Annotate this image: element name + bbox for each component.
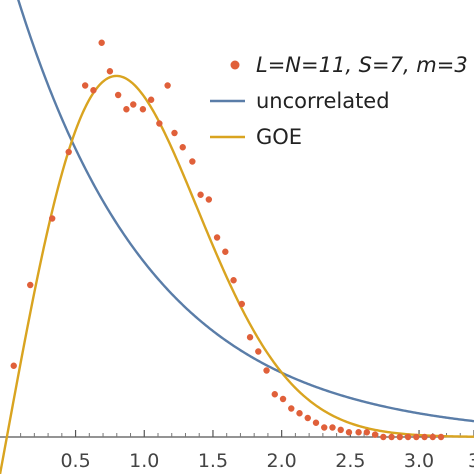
data-point	[114, 91, 122, 99]
data-point	[304, 414, 311, 422]
data-point	[288, 405, 295, 412]
legend-label-uncorrelated: uncorrelated	[256, 89, 390, 113]
data-point	[27, 281, 34, 289]
x-ticks: 0.5 1.0 1.5 2.0 2.5 3.0 3	[20, 430, 474, 472]
series-line-goe	[0, 74, 474, 474]
data-point	[123, 106, 130, 113]
data-point	[437, 433, 445, 441]
data-point	[171, 129, 178, 137]
legend-label-data: L=N=11, S=7, m=3	[256, 53, 468, 77]
data-point	[255, 348, 262, 355]
data-point	[321, 424, 328, 431]
data-point	[81, 82, 89, 89]
data-point	[238, 300, 246, 308]
data-point	[421, 433, 428, 441]
data-point	[371, 431, 379, 438]
x-tick-label: 1.5	[198, 450, 228, 472]
legend: L=N=11, S=7, m=3 uncorrelated GOE	[210, 53, 468, 149]
data-point	[345, 429, 353, 436]
legend-label-goe: GOE	[256, 125, 302, 149]
series-line-uncorrelated	[17, 0, 474, 423]
x-tick-label: 3	[468, 450, 474, 472]
data-point	[90, 87, 97, 94]
data-point	[49, 215, 56, 222]
data-point	[380, 433, 387, 441]
data-point	[312, 419, 320, 426]
data-point	[130, 101, 137, 108]
data-point	[147, 96, 155, 103]
x-tick-label: 1.0	[129, 450, 159, 472]
data-point	[98, 39, 105, 46]
x-tick-label: 0.5	[60, 450, 90, 472]
data-point	[355, 429, 362, 436]
data-point	[106, 68, 114, 75]
x-tick-label: 2.0	[267, 450, 297, 472]
data-point	[197, 191, 204, 198]
data-point	[139, 106, 147, 113]
data-point	[65, 148, 72, 156]
data-point	[205, 196, 213, 203]
data-point	[263, 367, 270, 374]
x-tick-label: 2.5	[335, 450, 365, 472]
data-point	[10, 362, 17, 369]
data-point	[271, 391, 278, 398]
data-point	[396, 433, 404, 441]
data-point	[388, 433, 395, 441]
data-point	[296, 410, 303, 417]
data-point	[329, 424, 336, 431]
data-point	[230, 277, 237, 284]
data-point	[429, 433, 436, 441]
data-point	[156, 120, 163, 127]
data-point	[404, 433, 412, 441]
data-point	[179, 144, 186, 151]
data-point	[413, 433, 420, 441]
legend-marker-data	[230, 60, 240, 70]
x-tick-label: 3.0	[404, 450, 434, 472]
data-point	[363, 429, 371, 436]
data-point	[189, 158, 196, 165]
data-point	[222, 248, 229, 255]
data-point	[279, 395, 287, 403]
data-point	[213, 234, 221, 241]
data-point	[164, 82, 171, 89]
data-point	[337, 426, 344, 434]
data-point	[246, 334, 254, 341]
